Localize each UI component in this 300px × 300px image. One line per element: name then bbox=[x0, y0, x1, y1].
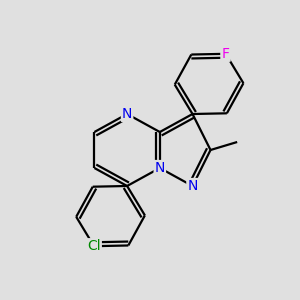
Text: N: N bbox=[187, 179, 198, 193]
Text: N: N bbox=[122, 107, 132, 121]
Text: N: N bbox=[154, 161, 165, 175]
Text: Cl: Cl bbox=[87, 239, 101, 253]
Text: F: F bbox=[222, 47, 230, 61]
